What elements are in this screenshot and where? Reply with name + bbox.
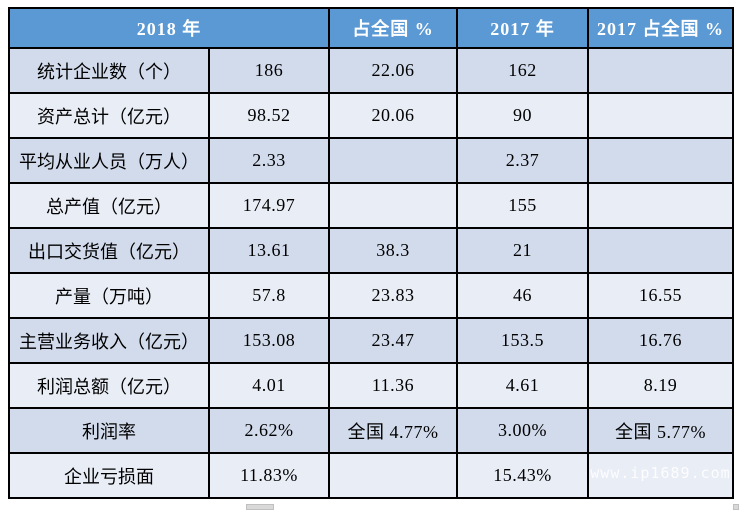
table-row: 统计企业数（个） 186 22.06 162 [8,47,734,94]
row-label: 总产值（亿元） [8,182,210,229]
table-body: 统计企业数（个） 186 22.06 162 资产总计（亿元） 98.52 20… [8,47,734,499]
table-row: 主营业务收入（亿元） 153.08 23.47 153.5 16.76 [8,317,734,364]
header-cell-2017: 2017 年 [456,7,589,49]
cell-2018-value: 98.52 [208,92,330,139]
cell-2018-value: 57.8 [208,272,330,319]
row-label: 统计企业数（个） [8,47,210,94]
cell-2018-share: 11.36 [328,362,458,409]
row-label: 资产总计（亿元） [8,92,210,139]
cell-2018-value: 2.62% [208,407,330,454]
cell-2018-share: 23.83 [328,272,458,319]
table-row: 利润总额（亿元） 4.01 11.36 4.61 8.19 [8,362,734,409]
cell-2018-share: 38.3 [328,227,458,274]
cell-2018-value: 186 [208,47,330,94]
cell-2018-share: 全国 4.77% [328,407,458,454]
scrollbar-artifact [246,504,274,510]
row-label: 企业亏损面 [8,452,210,499]
table-row: 总产值（亿元） 174.97 155 [8,182,734,229]
table-row: 出口交货值（亿元） 13.61 38.3 21 [8,227,734,274]
cell-2018-value: 4.01 [208,362,330,409]
cell-2017-share: 8.19 [587,362,734,409]
table-header: 2018 年 占全国 % 2017 年 2017 占全国 % [8,7,734,49]
table-row: 利润率 2.62% 全国 4.77% 3.00% 全国 5.77% [8,407,734,454]
cell-2018-share: 23.47 [328,317,458,364]
cell-2018-share: 20.06 [328,92,458,139]
cell-2017-share [587,137,734,184]
cell-2018-share: 22.06 [328,47,458,94]
table-row: 产量（万吨） 57.8 23.83 46 16.55 [8,272,734,319]
row-label: 出口交货值（亿元） [8,227,210,274]
cell-2017-share: 全国 5.77% [587,407,734,454]
row-label: 平均从业人员（万人） [8,137,210,184]
statistics-table: 2018 年 占全国 % 2017 年 2017 占全国 % 统计企业数（个） … [8,7,734,499]
row-label: 利润率 [8,407,210,454]
cell-2017-value: 15.43% [456,452,589,499]
header-row: 2018 年 占全国 % 2017 年 2017 占全国 % [8,7,734,49]
cell-2017-value: 153.5 [456,317,589,364]
cell-2017-value: 3.00% [456,407,589,454]
header-cell-share-2017: 2017 占全国 % [587,7,734,49]
cell-2017-value: 162 [456,47,589,94]
cell-2018-value: 2.33 [208,137,330,184]
cell-2017-value: 46 [456,272,589,319]
cell-2018-share [328,452,458,499]
cell-2017-share [587,182,734,229]
cell-2017-value: 4.61 [456,362,589,409]
cell-2017-share [587,452,734,499]
cell-2017-share: 16.76 [587,317,734,364]
cell-2017-share [587,47,734,94]
cell-2017-value: 90 [456,92,589,139]
cell-2017-value: 155 [456,182,589,229]
scrollbar-artifact [733,504,739,510]
row-label: 主营业务收入（亿元） [8,317,210,364]
cell-2018-value: 174.97 [208,182,330,229]
row-label: 利润总额（亿元） [8,362,210,409]
row-label: 产量（万吨） [8,272,210,319]
cell-2017-value: 21 [456,227,589,274]
cell-2017-share [587,227,734,274]
header-cell-2018: 2018 年 [8,7,330,49]
table-row: 企业亏损面 11.83% 15.43% [8,452,734,499]
cell-2017-share: 16.55 [587,272,734,319]
cell-2018-value: 13.61 [208,227,330,274]
cell-2018-share [328,137,458,184]
cell-2017-value: 2.37 [456,137,589,184]
table-row: 资产总计（亿元） 98.52 20.06 90 [8,92,734,139]
cell-2018-value: 153.08 [208,317,330,364]
header-cell-share-2018: 占全国 % [328,7,458,49]
table-row: 平均从业人员（万人） 2.33 2.37 [8,137,734,184]
cell-2017-share [587,92,734,139]
cell-2018-value: 11.83% [208,452,330,499]
cell-2018-share [328,182,458,229]
